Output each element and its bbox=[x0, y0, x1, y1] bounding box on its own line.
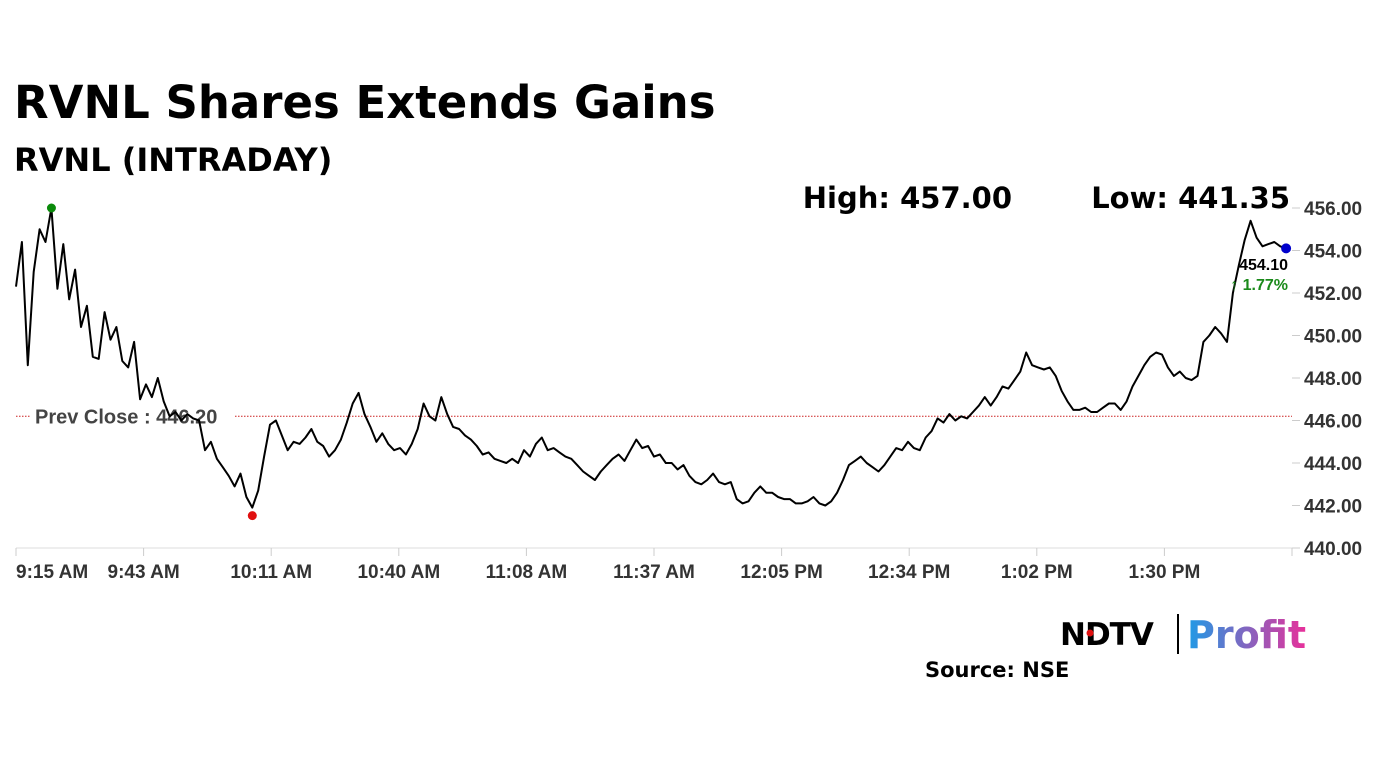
x-tick-label: 12:34 PM bbox=[868, 562, 950, 583]
change-percent-label: ↑ 1.77% bbox=[1230, 277, 1288, 294]
last-price-marker bbox=[1281, 243, 1292, 254]
y-tick-label: 452.00 bbox=[1304, 284, 1362, 305]
y-tick-label: 448.00 bbox=[1304, 369, 1362, 390]
y-tick-label: 442.00 bbox=[1304, 497, 1362, 518]
y-tick-label: 444.00 bbox=[1304, 454, 1362, 475]
y-tick-label: 450.00 bbox=[1304, 327, 1362, 348]
chart-title: RVNL Shares Extends Gains bbox=[14, 76, 716, 129]
high-label: High: 457.00 bbox=[803, 181, 1012, 215]
low-label: Low: 441.35 bbox=[1091, 181, 1290, 215]
high-marker bbox=[46, 203, 56, 213]
x-tick-label: 1:30 PM bbox=[1128, 562, 1200, 583]
chart-subtitle: RVNL (INTRADAY) bbox=[14, 141, 332, 179]
source-label: Source: NSE bbox=[925, 658, 1069, 682]
x-tick-label: 1:02 PM bbox=[1001, 562, 1073, 583]
last-price-label: 454.10 bbox=[1239, 257, 1288, 274]
y-tick-label: 446.00 bbox=[1304, 412, 1362, 433]
x-tick-label: 9:43 AM bbox=[108, 562, 180, 583]
ndtv-logo-dot bbox=[1086, 629, 1094, 637]
profit-logo-text: Profit bbox=[1187, 613, 1306, 657]
ndtv-profit-logo: NDTV Profit bbox=[1060, 613, 1306, 657]
prev-close-label: Prev Close : 446.20 bbox=[35, 406, 217, 428]
y-tick-label: 456.00 bbox=[1304, 199, 1362, 220]
x-tick-label: 10:11 AM bbox=[230, 562, 312, 583]
y-tick-label: 454.00 bbox=[1304, 242, 1362, 263]
x-tick-label: 12:05 PM bbox=[740, 562, 822, 583]
price-line bbox=[15, 207, 1287, 509]
axes: 456.00 454.00 452.00 450.00 448.00 446.00 444.… bbox=[15, 199, 1362, 583]
x-tick-label: 11:37 AM bbox=[613, 562, 695, 583]
x-tick-label: 11:08 AM bbox=[486, 562, 568, 583]
y-tick-label: 440.00 bbox=[1304, 539, 1362, 560]
x-tick-label: 10:40 AM bbox=[357, 562, 440, 583]
ndtv-logo-text: NDTV bbox=[1060, 617, 1154, 653]
x-tick-label: 9:15 AM bbox=[16, 562, 88, 583]
low-marker bbox=[247, 511, 257, 521]
